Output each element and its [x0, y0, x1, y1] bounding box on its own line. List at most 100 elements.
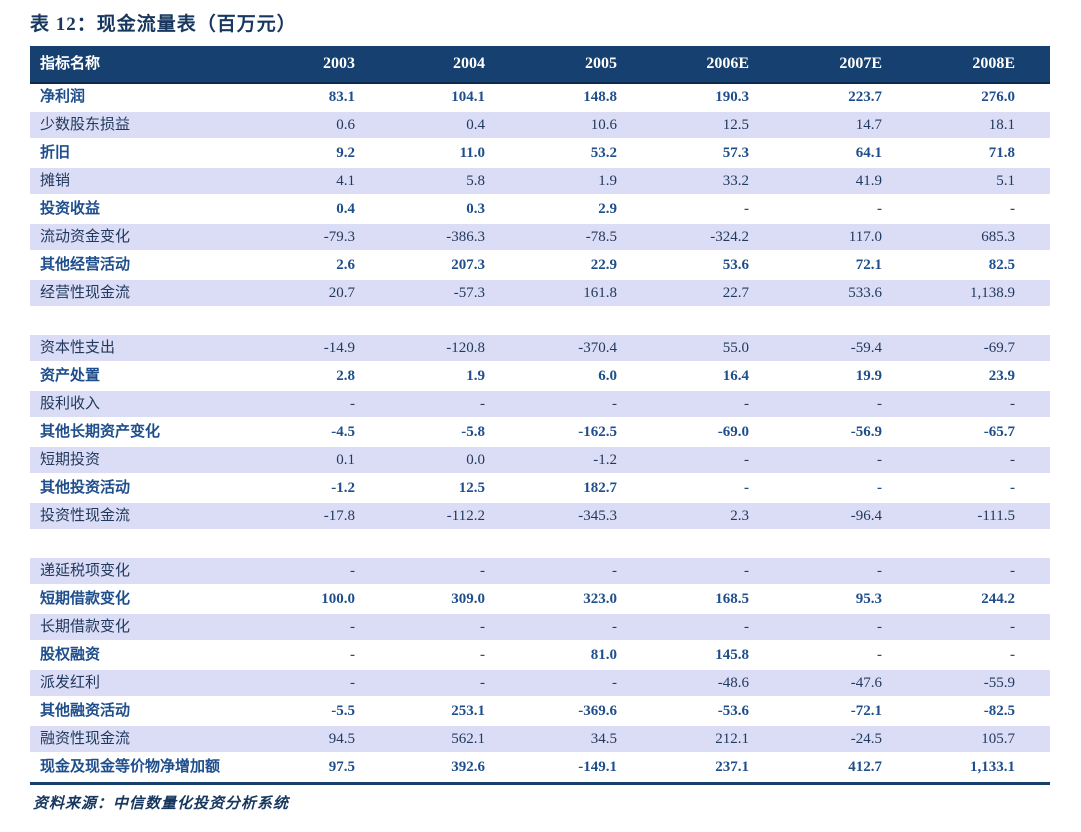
table-row: 少数股东损益 0.6 0.4 10.6 12.5 14.7 18.1 — [30, 112, 1050, 140]
table-body: 净利润 83.1 104.1 148.8 190.3 223.7 276.0 少数股东损益 0.… — [30, 84, 1050, 782]
cell-value: 94.5 — [328, 731, 355, 747]
cell-value: - — [1010, 452, 1015, 468]
cell-value: 533.6 — [848, 285, 882, 301]
cell-value: 105.7 — [981, 731, 1015, 747]
cell-value: 53.2 — [590, 145, 617, 161]
cell-value: - — [480, 396, 485, 412]
cell-value: 412.7 — [848, 759, 882, 775]
cell-value: 1,138.9 — [970, 285, 1015, 301]
cell-value: -149.1 — [578, 759, 617, 775]
cell-value: -370.4 — [578, 340, 617, 356]
cell-value: - — [480, 619, 485, 635]
cell-value: 323.0 — [583, 591, 617, 607]
cell-value: -69.7 — [983, 340, 1015, 356]
table-row: 资本性支出 -14.9 -120.8 -370.4 55.0 -59.4 -69.7 — [30, 335, 1050, 363]
cell-value: 2.8 — [336, 368, 355, 384]
cell-value: -1.2 — [593, 452, 617, 468]
table-row: 递延税项变化 - - - - - - — [30, 558, 1050, 586]
cell-value: 145.8 — [715, 647, 749, 663]
cell-value: 1,133.1 — [970, 759, 1015, 775]
table-row: 投资性现金流 -17.8 -112.2 -345.3 2.3 -96.4 -111.5 — [30, 503, 1050, 531]
table-row: 资产处置 2.8 1.9 6.0 16.4 19.9 23.9 — [30, 363, 1050, 391]
cell-value: - — [1010, 647, 1015, 663]
table-row: 现金及现金等价物净增加额 97.5 392.6 -149.1 237.1 412.7 1,1… — [30, 754, 1050, 782]
cell-value: -120.8 — [446, 340, 485, 356]
row-label: 经营性现金流 — [40, 285, 131, 301]
column-header-2004: 2004 — [453, 55, 485, 72]
cell-value: 83.1 — [328, 89, 355, 105]
cell-value: 53.6 — [722, 257, 749, 273]
cell-value: - — [480, 647, 485, 663]
cell-value: 41.9 — [855, 173, 882, 189]
cell-value: -96.4 — [850, 508, 882, 524]
row-label: 其他经营活动 — [40, 257, 131, 273]
cell-value: 9.2 — [336, 145, 355, 161]
section-spacer — [30, 531, 1050, 558]
column-header-2006e: 2006E — [706, 55, 749, 72]
cell-value: 0.4 — [336, 201, 355, 217]
row-label: 股利收入 — [40, 396, 101, 412]
cell-value: -345.3 — [578, 508, 617, 524]
cell-value: 23.9 — [988, 368, 1015, 384]
cell-value: 161.8 — [583, 285, 617, 301]
row-label: 净利润 — [40, 89, 86, 105]
cell-value: - — [612, 675, 617, 691]
row-label: 长期借款变化 — [40, 619, 131, 635]
cell-value: 19.9 — [855, 368, 882, 384]
cell-value: - — [744, 480, 749, 496]
cell-value: 2.6 — [336, 257, 355, 273]
cell-value: - — [1010, 201, 1015, 217]
cell-value: - — [1010, 396, 1015, 412]
cell-value: 0.6 — [336, 117, 355, 133]
column-header-2003: 2003 — [323, 55, 355, 72]
table-bottom-border — [30, 782, 1050, 785]
cell-value: - — [744, 396, 749, 412]
cell-value: 16.4 — [722, 368, 749, 384]
cell-value: 117.0 — [848, 229, 882, 245]
cell-value: -53.6 — [717, 703, 749, 719]
cell-value: - — [350, 563, 355, 579]
cell-value: 55.0 — [722, 340, 749, 356]
cell-value: -59.4 — [850, 340, 882, 356]
cell-value: - — [877, 647, 882, 663]
cell-value: 244.2 — [981, 591, 1015, 607]
cell-value: 190.3 — [715, 89, 749, 105]
table-row: 投资收益 0.4 0.3 2.9 - - - — [30, 196, 1050, 224]
table-row: 经营性现金流 20.7 -57.3 161.8 22.7 533.6 1,138.9 — [30, 280, 1050, 308]
cell-value: -65.7 — [983, 424, 1015, 440]
row-label: 其他长期资产变化 — [40, 424, 161, 440]
cell-value: 14.7 — [855, 117, 882, 133]
cell-value: 71.8 — [988, 145, 1015, 161]
row-label: 少数股东损益 — [40, 117, 131, 133]
cell-value: 309.0 — [451, 591, 485, 607]
table-row: 摊销 4.1 5.8 1.9 33.2 41.9 5.1 — [30, 168, 1050, 196]
cell-value: - — [480, 563, 485, 579]
cell-value: 22.7 — [722, 285, 749, 301]
row-label: 派发红利 — [40, 675, 101, 691]
cell-value: 10.6 — [590, 117, 617, 133]
cell-value: 0.0 — [466, 452, 485, 468]
cell-value: 97.5 — [328, 759, 355, 775]
cell-value: - — [350, 647, 355, 663]
cell-value: 82.5 — [988, 257, 1015, 273]
cell-value: 237.1 — [715, 759, 749, 775]
row-label: 投资性现金流 — [40, 508, 131, 524]
cell-value: 207.3 — [451, 257, 485, 273]
cell-value: 1.9 — [598, 173, 617, 189]
table-row: 其他经营活动 2.6 207.3 22.9 53.6 72.1 82.5 — [30, 252, 1050, 280]
cell-value: 168.5 — [715, 591, 749, 607]
row-label: 其他投资活动 — [40, 480, 131, 496]
table-row: 其他长期资产变化 -4.5 -5.8 -162.5 -69.0 -56.9 -65.7 — [30, 419, 1050, 447]
cell-value: 392.6 — [451, 759, 485, 775]
cell-value: - — [744, 452, 749, 468]
table-row: 股利收入 - - - - - - — [30, 391, 1050, 419]
cell-value: -112.2 — [446, 508, 485, 524]
cell-value: 2.9 — [598, 201, 617, 217]
cell-value: 5.1 — [996, 173, 1015, 189]
column-header-indicator: 指标名称 — [40, 55, 101, 72]
row-label: 融资性现金流 — [40, 731, 131, 747]
row-label: 递延税项变化 — [40, 563, 131, 579]
cell-value: 72.1 — [855, 257, 882, 273]
cell-value: 1.9 — [466, 368, 485, 384]
cell-value: 0.3 — [466, 201, 485, 217]
